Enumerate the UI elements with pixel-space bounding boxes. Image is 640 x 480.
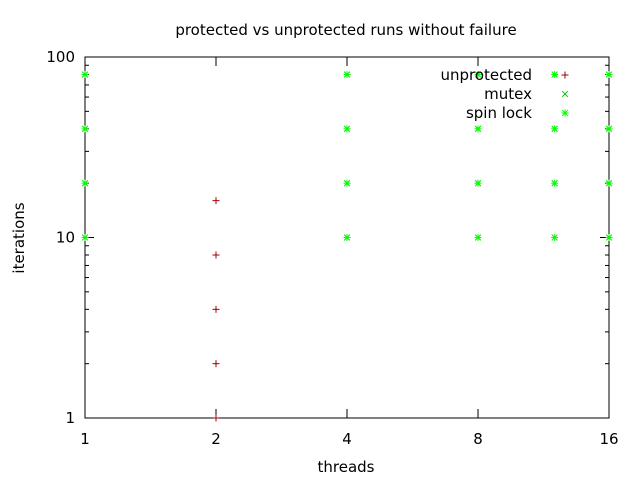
x-tick-label: 1	[80, 430, 90, 448]
data-point	[474, 125, 482, 133]
data-point	[212, 197, 220, 205]
data-point	[212, 305, 220, 313]
legend-label: unprotected	[440, 66, 532, 84]
data-point	[605, 179, 613, 187]
data-point	[551, 234, 559, 241]
data-point	[605, 125, 613, 133]
data-point-stroke	[474, 180, 482, 187]
data-point-stroke	[343, 71, 351, 78]
x-tick-label: 16	[599, 430, 618, 448]
x-tick-label: 2	[211, 430, 221, 448]
data-point	[474, 179, 482, 187]
legend-marker-stroke	[561, 90, 569, 98]
data-point-stroke	[81, 234, 89, 241]
data-point	[81, 70, 89, 78]
data-point-stroke	[551, 234, 558, 241]
y-axis-label: iterations	[10, 202, 28, 273]
data-point	[81, 125, 89, 133]
data-point-stroke	[81, 125, 89, 132]
data-point-stroke	[605, 180, 613, 187]
legend-marker-stroke	[561, 109, 569, 117]
x-tick-label: 4	[342, 430, 352, 448]
data-point	[212, 414, 220, 422]
data-point	[551, 125, 559, 133]
data-point-stroke	[343, 180, 351, 187]
data-point-stroke	[474, 125, 482, 132]
y-tick-label: 100	[46, 48, 75, 66]
y-tick-label: 1	[65, 409, 75, 427]
y-tick-label: 10	[56, 229, 75, 247]
data-point	[605, 234, 613, 241]
legend-marker	[561, 90, 569, 98]
data-point	[474, 234, 482, 241]
data-point-stroke	[605, 234, 613, 241]
data-point	[343, 179, 351, 187]
data-point	[212, 251, 220, 259]
data-point	[551, 70, 559, 78]
chart-title: protected vs unprotected runs without fa…	[175, 21, 516, 39]
data-point-stroke	[343, 234, 351, 241]
data-point-stroke	[551, 125, 558, 132]
legend-label: mutex	[484, 85, 532, 103]
data-point	[81, 179, 89, 187]
data-point	[81, 234, 89, 241]
data-point-stroke	[343, 125, 351, 132]
data-point-stroke	[605, 71, 613, 78]
legend-marker	[561, 109, 569, 117]
data-points	[81, 70, 613, 422]
axis-ticks: 1 2 4 8 16 1 10 100	[46, 48, 618, 448]
data-point-stroke	[551, 71, 558, 78]
data-point	[343, 125, 351, 133]
data-point-stroke	[474, 234, 482, 241]
x-axis-label: threads	[318, 458, 375, 476]
data-point	[605, 70, 613, 78]
data-point	[474, 70, 482, 78]
legend-label: spin lock	[466, 104, 532, 122]
legend-marker	[561, 71, 569, 79]
data-point-stroke	[474, 71, 482, 78]
x-tick-label: 8	[473, 430, 483, 448]
data-point	[551, 179, 559, 187]
data-point-stroke	[551, 180, 558, 187]
data-point-stroke	[605, 125, 613, 132]
data-point	[343, 234, 351, 241]
data-point	[343, 70, 351, 78]
series-spin-lock	[81, 70, 613, 241]
data-point-stroke	[81, 180, 89, 187]
series-unprotected	[212, 197, 220, 422]
data-point	[212, 360, 220, 368]
data-point-stroke	[81, 71, 89, 78]
